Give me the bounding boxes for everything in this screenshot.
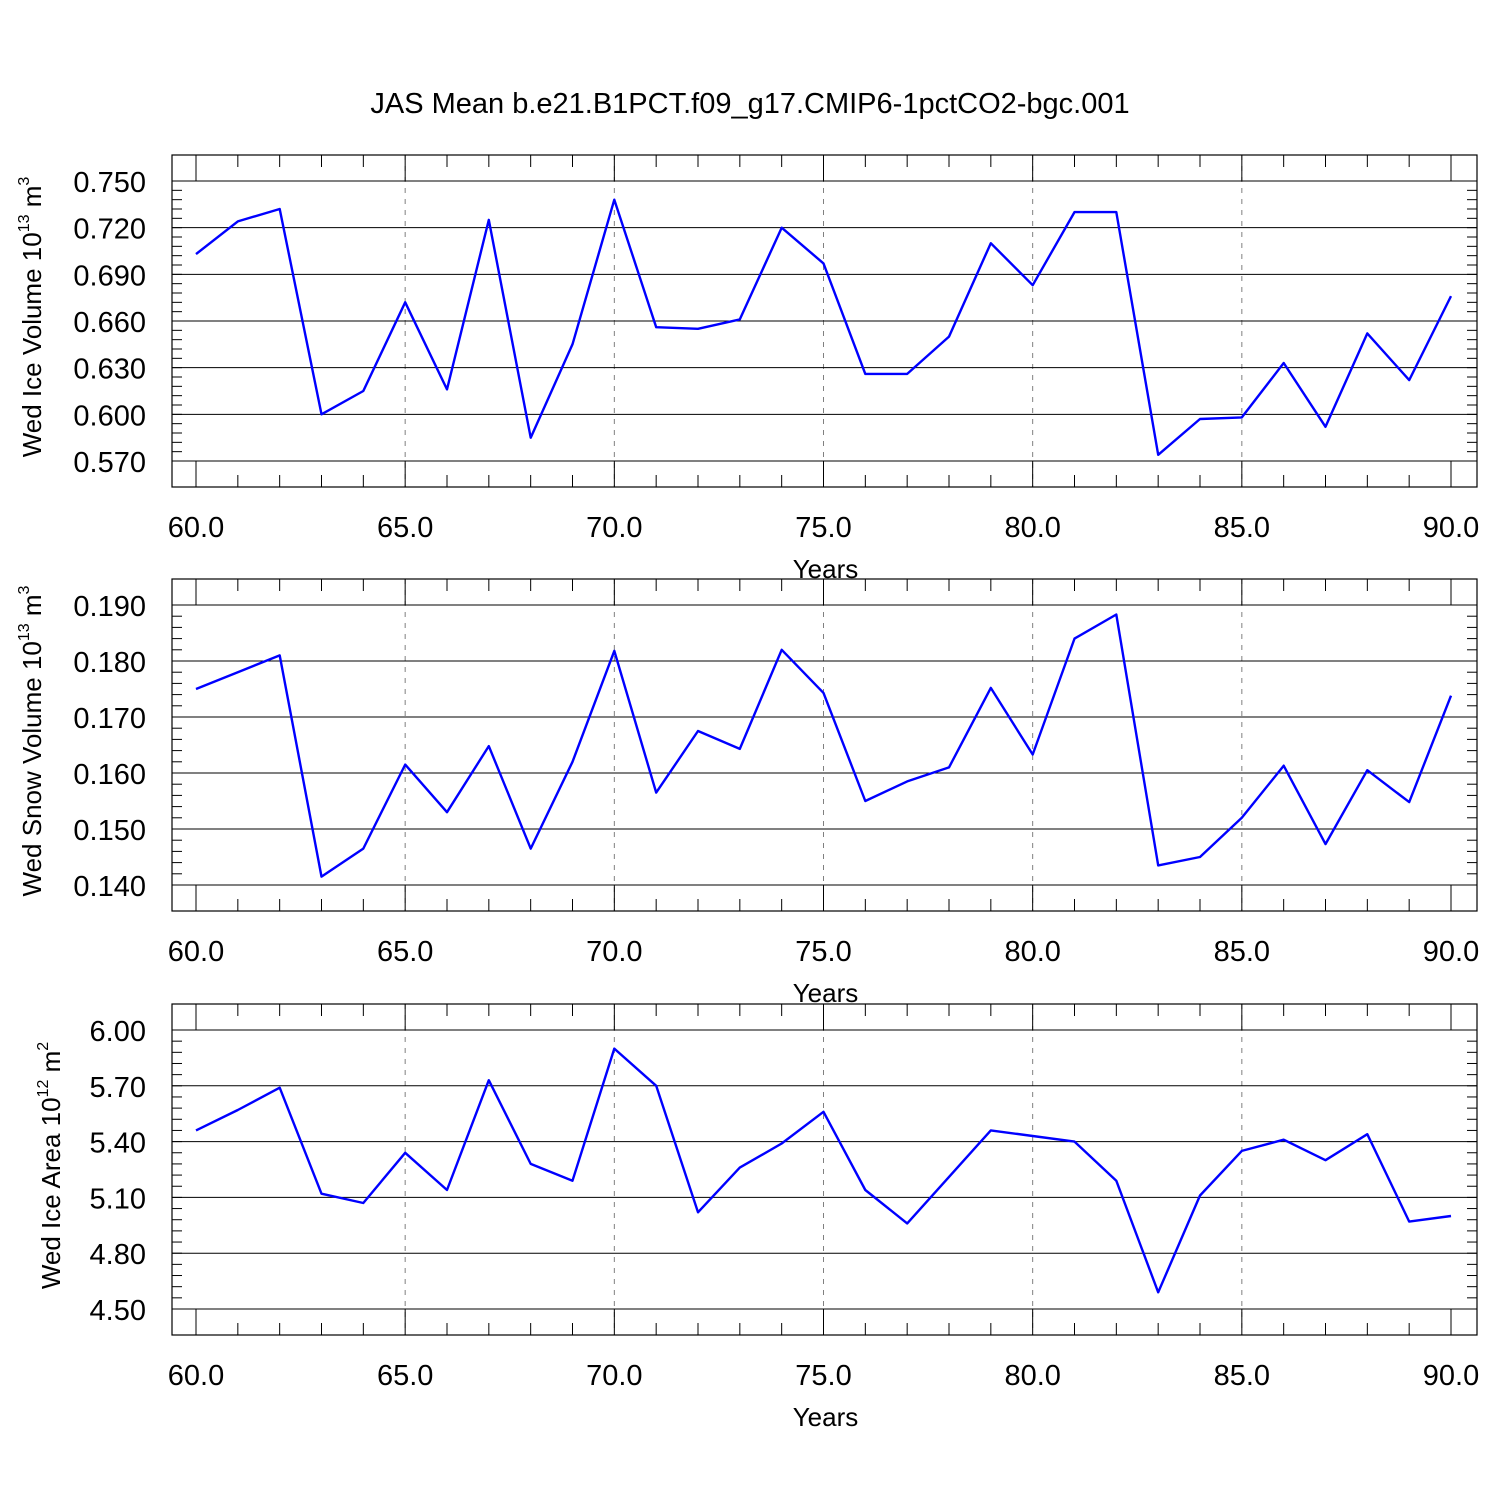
x-axis-label: Years bbox=[793, 1402, 859, 1432]
y-tick-label: 0.180 bbox=[73, 647, 146, 679]
y-tick-label: 0.150 bbox=[73, 815, 146, 847]
x-tick-label: 70.0 bbox=[586, 936, 642, 968]
y-axis-label-part: 12 bbox=[35, 1080, 52, 1098]
y-tick-label: 0.170 bbox=[73, 703, 146, 735]
y-tick-label: 0.660 bbox=[73, 307, 146, 339]
plot-frame-outer bbox=[171, 578, 1478, 912]
y-axis-label-part: Wed Snow Volume 10 bbox=[17, 641, 47, 896]
y-axis-label: Wed Ice Area 1012 m2 bbox=[35, 1042, 66, 1289]
y-axis-label-part: 3 bbox=[16, 585, 33, 594]
chart-panel-1: 60.0 65.0 70.0 75.0 80.0 85.0 90.0Years0.5700.… bbox=[16, 154, 1479, 584]
y-tick-label: 0.720 bbox=[73, 214, 146, 246]
y-axis-label-part: m bbox=[36, 1051, 66, 1080]
x-tick-label: 75.0 bbox=[795, 1360, 851, 1392]
y-axis-label-part: m bbox=[17, 594, 47, 623]
x-tick-label: 75.0 bbox=[795, 936, 851, 968]
x-tick-label: 90.0 bbox=[1423, 936, 1479, 968]
y-tick-label: 0.160 bbox=[73, 759, 146, 791]
x-axis-label: Years bbox=[793, 978, 859, 1008]
y-axis-label-part: Wed Ice Area 10 bbox=[36, 1097, 66, 1289]
y-tick-label: 0.630 bbox=[73, 354, 146, 386]
x-tick-label: 60.0 bbox=[168, 1360, 224, 1392]
chart-panel-2: 60.0 65.0 70.0 75.0 80.0 85.0 90.0 Years 0.140 0.… bbox=[16, 578, 1479, 1008]
chart-panel-3: 60.0 65.0 70.0 75.0 80.0 85.0 90.0 Years 4.50 4.8… bbox=[35, 1003, 1479, 1432]
x-tick-label: 65.0 bbox=[377, 1360, 433, 1392]
y-tick-label: 0.750 bbox=[73, 167, 146, 199]
y-axis-label-part: m bbox=[17, 186, 47, 215]
x-tick-label: 65.0 bbox=[377, 936, 433, 968]
x-tick-label: 85.0 bbox=[1214, 936, 1270, 968]
y-axis-label-part: 13 bbox=[16, 623, 33, 641]
x-tick-label: 70.0 bbox=[586, 512, 642, 544]
y-tick-label: 5.10 bbox=[90, 1183, 146, 1215]
y-tick-label: 0.140 bbox=[73, 871, 146, 903]
y-tick-label: 5.70 bbox=[90, 1072, 146, 1104]
x-tick-label: 60.0 bbox=[168, 512, 224, 544]
y-tick-label: 5.40 bbox=[90, 1128, 146, 1160]
y-axis-label-part: 3 bbox=[16, 177, 33, 186]
y-tick-label: 4.50 bbox=[90, 1295, 146, 1327]
x-tick-label: 75.0 bbox=[795, 512, 851, 544]
y-axis-label-part: Wed Ice Volume 10 bbox=[17, 232, 47, 457]
x-tick-label: 80.0 bbox=[1004, 1360, 1060, 1392]
series-line bbox=[195, 198, 1453, 456]
y-axis-label: Wed Ice Volume 1013 m3 bbox=[16, 177, 47, 458]
plot-frame-outer bbox=[171, 1003, 1478, 1336]
y-tick-label: 4.80 bbox=[90, 1239, 146, 1271]
y-tick-label: 0.600 bbox=[73, 400, 146, 432]
x-tick-label: 80.0 bbox=[1004, 936, 1060, 968]
y-tick-label: 6.00 bbox=[90, 1016, 146, 1048]
x-tick-label: 90.0 bbox=[1423, 512, 1479, 544]
y-tick-label: 0.570 bbox=[73, 447, 146, 479]
x-tick-label: 90.0 bbox=[1423, 1360, 1479, 1392]
x-tick-label: 60.0 bbox=[168, 936, 224, 968]
x-tick-label: 85.0 bbox=[1214, 1360, 1270, 1392]
x-tick-label: 80.0 bbox=[1004, 512, 1060, 544]
x-tick-label: 70.0 bbox=[586, 1360, 642, 1392]
y-tick-label: 0.690 bbox=[73, 260, 146, 292]
y-tick-label: 0.190 bbox=[73, 591, 146, 623]
x-tick-label: 85.0 bbox=[1214, 512, 1270, 544]
chart-title: JAS Mean b.e21.B1PCT.f09_g17.CMIP6-1pctC… bbox=[370, 88, 1130, 120]
y-axis-label-part: 13 bbox=[16, 214, 33, 232]
x-tick-label: 65.0 bbox=[377, 512, 433, 544]
y-axis-label: Wed Snow Volume 1013 m3 bbox=[16, 585, 47, 896]
y-axis-label-part: 2 bbox=[35, 1042, 52, 1051]
